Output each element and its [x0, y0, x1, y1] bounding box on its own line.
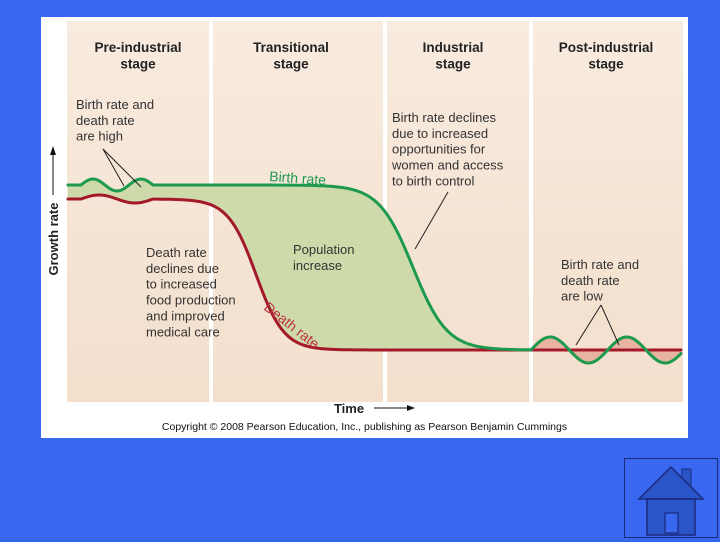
home-icon	[637, 465, 705, 536]
annotation-pre-industrial: Birth rate and death rate are high	[76, 97, 154, 144]
stage-label-post: Post-industrial stage	[559, 40, 654, 71]
stage-label-pre: Pre-industrial stage	[94, 40, 181, 71]
home-button[interactable]	[624, 458, 718, 538]
pointer-industrial	[414, 191, 449, 250]
population-increase-area	[68, 179, 531, 350]
death-rate-curve	[66, 193, 683, 352]
y-axis-label: Growth rate	[46, 203, 61, 276]
stage-label-industrial: Industrial stage	[423, 40, 484, 71]
birth-rate-label: Birth rate	[269, 168, 327, 188]
pointer-pre-2	[102, 148, 142, 188]
annotation-death-decline: Death rate declines due to increased food p…	[146, 245, 236, 339]
diagram-canvas: Pre-industrial stage Transitional stage In…	[46, 21, 683, 416]
x-axis-label: Time	[334, 401, 364, 416]
stage-panel-pre	[67, 21, 209, 402]
annotation-post-industrial: Birth rate and death rate are low	[561, 257, 639, 304]
stage-label-transitional: Transitional stage	[253, 40, 329, 71]
copyright-notice: Copyright © 2008 Pearson Education, Inc.…	[161, 421, 568, 433]
pointer-post-2	[600, 304, 620, 346]
pointer-pre-1	[102, 148, 125, 187]
annotation-industrial: Birth rate declines due to increased oppor…	[391, 110, 504, 188]
y-axis-arrow-head	[50, 146, 56, 155]
birth-rate-curve	[66, 177, 683, 365]
demographic-transition-figure: Pre-industrial stage Transitional stage In…	[41, 17, 688, 438]
pointer-post-1	[575, 304, 602, 346]
annotation-population-increase: Population increase	[293, 242, 354, 273]
x-axis-arrow-head	[407, 405, 415, 411]
